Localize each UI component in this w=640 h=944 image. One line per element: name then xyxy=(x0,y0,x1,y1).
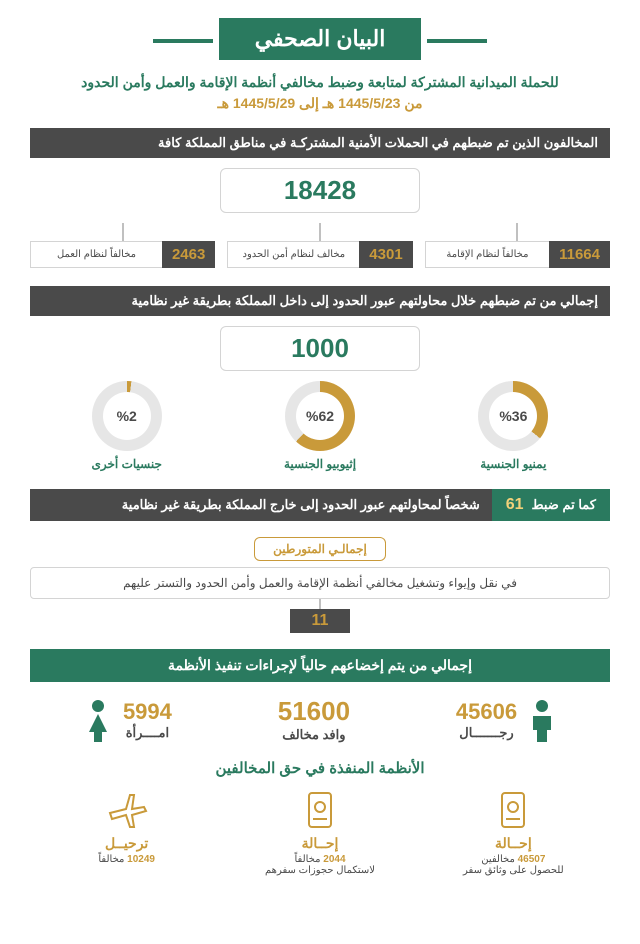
breakdown-item: 11664 مخالفاً لنظام الإقامة xyxy=(425,223,610,268)
gender-men: 45606 رجـــــــال xyxy=(456,698,557,742)
outgoing-bar: كما تم ضبط 61 شخصاً لمحاولتهم عبور الحدو… xyxy=(30,489,610,521)
action-sub: 46507 مخالفينللحصول على وثائق سفر xyxy=(417,854,610,876)
breakdown-label: مخالفاً لنظام العمل xyxy=(30,241,162,268)
donut-pct: %62 xyxy=(296,392,344,440)
breakdown-label: مخالف لنظام أمن الحدود xyxy=(227,241,359,268)
donut-chart: %36 xyxy=(478,381,548,451)
donut-label: يمنيو الجنسية xyxy=(417,457,610,471)
total-label: وافد مخالف xyxy=(282,727,345,743)
men-num: 45606 xyxy=(456,699,517,725)
page-title: البيان الصحفي xyxy=(219,18,422,60)
donut-chart: %2 xyxy=(92,381,162,451)
involved-num: 11 xyxy=(290,609,351,633)
involved-stem xyxy=(319,599,321,609)
section2-header: إجمالي من تم ضبطهم خلال محاولتهم عبور ال… xyxy=(30,286,610,316)
total-num: 51600 xyxy=(278,696,350,727)
woman-icon xyxy=(83,698,113,742)
involved-section: إجمالـي المتورطين في نقل وإيواء وتشغيل م… xyxy=(30,537,610,633)
actions-title: الأنظمة المنفذة في حق المخالفين xyxy=(30,759,610,777)
donut-pct: %36 xyxy=(489,392,537,440)
donut-label: جنسيات أخرى xyxy=(30,457,223,471)
passport-icon xyxy=(492,789,534,831)
breakdown-num: 4301 xyxy=(359,241,412,268)
breakdown-item: 2463 مخالفاً لنظام العمل xyxy=(30,223,215,268)
donut-item: %62 إثيوبيو الجنسية xyxy=(223,381,416,471)
gender-row: 45606 رجـــــــال 51600 وافد مخالف 5994 … xyxy=(30,696,610,743)
actions-row: إحــالة 46507 مخالفينللحصول على وثائق سف… xyxy=(30,789,610,876)
date-range: من 1445/5/23 هـ إلى 1445/5/29 هـ xyxy=(30,95,610,112)
outgoing-prefix-box: كما تم ضبط 61 xyxy=(492,489,610,521)
action-sub: 2044 مخالفاًلاستكمال حجوزات سفرهم xyxy=(223,854,416,876)
donut-label: إثيوبيو الجنسية xyxy=(223,457,416,471)
action-item: إحــالة 46507 مخالفينللحصول على وثائق سف… xyxy=(417,789,610,876)
enforcement-header: إجمالي من يتم إخضاعهم حالياً لإجراءات تن… xyxy=(30,649,610,682)
outgoing-prefix: كما تم ضبط xyxy=(532,497,596,513)
section2-total: 1000 xyxy=(220,326,420,371)
donut-item: %36 يمنيو الجنسية xyxy=(417,381,610,471)
breakdown-num: 2463 xyxy=(162,241,215,268)
involved-desc: في نقل وإيواء وتشغيل مخالفي أنظمة الإقام… xyxy=(30,567,610,599)
action-label: إحــالة xyxy=(223,835,416,852)
section1-total: 18428 xyxy=(220,168,420,213)
women-label: امــــرأة xyxy=(123,725,172,741)
plane-icon xyxy=(106,789,148,831)
gender-women: 5994 امــــرأة xyxy=(83,698,172,742)
action-label: إحــالة xyxy=(417,835,610,852)
gender-total: 51600 وافد مخالف xyxy=(278,696,350,743)
action-sub: 10249 مخالفاً xyxy=(30,854,223,865)
breakdown-label: مخالفاً لنظام الإقامة xyxy=(425,241,549,268)
breakdown-item: 4301 مخالف لنظام أمن الحدود xyxy=(227,223,412,268)
donut-chart: %62 xyxy=(285,381,355,451)
involved-title: إجمالـي المتورطين xyxy=(254,537,386,561)
action-item: ترحيــل 10249 مخالفاً xyxy=(30,789,223,876)
outgoing-num: 61 xyxy=(506,496,524,514)
men-label: رجـــــــال xyxy=(456,725,517,741)
section1-header: المخالفون الذين تم ضبطهم في الحملات الأم… xyxy=(30,128,610,158)
breakdown-num: 11664 xyxy=(549,241,610,268)
action-label: ترحيــل xyxy=(30,835,223,852)
passport-icon xyxy=(299,789,341,831)
man-icon xyxy=(527,698,557,742)
section1-breakdown: 11664 مخالفاً لنظام الإقامة 4301 مخالف ل… xyxy=(30,223,610,268)
donut-pct: %2 xyxy=(103,392,151,440)
women-num: 5994 xyxy=(123,699,172,725)
donut-row: %36 يمنيو الجنسية %62 إثيوبيو الجنسية %2… xyxy=(30,381,610,471)
outgoing-text: شخصاً لمحاولتهم عبور الحدود إلى خارج الم… xyxy=(30,489,492,521)
subtitle: للحملة الميدانية المشتركة لمتابعة وضبط م… xyxy=(30,74,610,91)
title-ribbon-wrap: البيان الصحفي xyxy=(30,18,610,60)
action-item: إحــالة 2044 مخالفاًلاستكمال حجوزات سفره… xyxy=(223,789,416,876)
donut-item: %2 جنسيات أخرى xyxy=(30,381,223,471)
